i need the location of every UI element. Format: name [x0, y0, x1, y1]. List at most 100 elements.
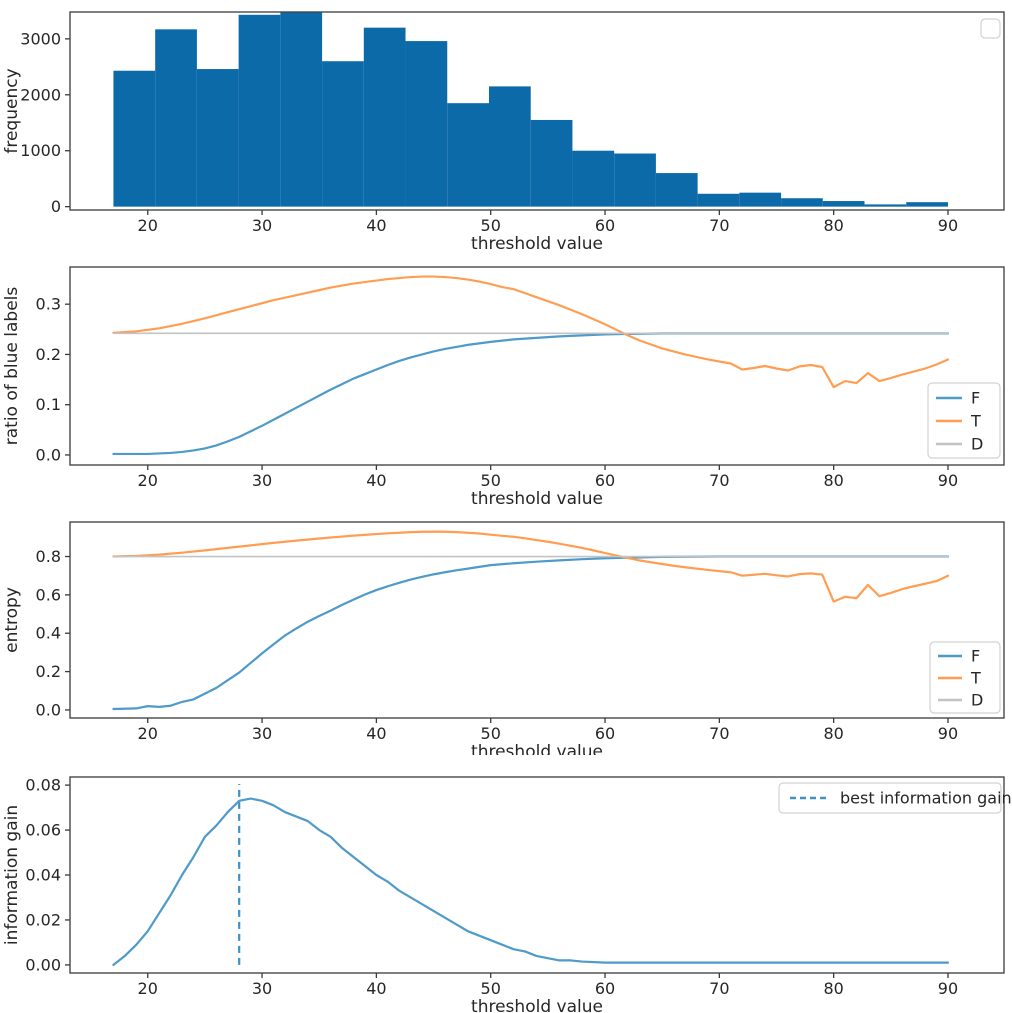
- x-tick-label: 80: [823, 724, 843, 743]
- legend-label: F: [971, 647, 980, 666]
- y-tick-label: 2000: [20, 85, 61, 104]
- y-axis-label: ratio of blue labels: [2, 287, 22, 446]
- y-tick-label: 0.0: [36, 700, 61, 719]
- series-F: [112, 555, 950, 711]
- x-tick-label: 80: [823, 471, 843, 490]
- legend: [980, 18, 1001, 39]
- y-tick-label: 0: [51, 197, 61, 216]
- legend-label: F: [971, 389, 980, 408]
- legend-label: D: [971, 435, 983, 454]
- x-tick-label: 20: [138, 979, 158, 998]
- histogram-bars: [113, 12, 948, 207]
- x-tick-label: 50: [481, 724, 501, 743]
- x-tick-label: 80: [823, 979, 843, 998]
- y-tick-label: 0.8: [36, 547, 61, 566]
- plot-spines: [69, 266, 1005, 466]
- x-tick-label: 90: [938, 724, 958, 743]
- y-tick-label: 1000: [20, 141, 61, 160]
- y-tick-label: 3000: [20, 29, 61, 48]
- histogram-bar: [906, 202, 948, 207]
- histogram-bar: [530, 119, 573, 207]
- y-axis-label: entropy: [2, 587, 22, 653]
- histogram-bar: [447, 103, 489, 207]
- x-axis: 20 30 40 50 60 70 80 90 threshold value: [138, 718, 958, 755]
- x-tick-label: 20: [138, 724, 158, 743]
- histogram-bar: [363, 27, 406, 207]
- x-tick-label: 60: [595, 471, 615, 490]
- y-tick-label: 0.08: [25, 776, 61, 795]
- plot-spines: [69, 11, 1005, 211]
- legend-box: [927, 382, 1001, 459]
- panel-ratio-of-blue-labels: 20 30 40 50 60 70 80 90 threshold value 0.0 0.1 0.2…: [2, 266, 1005, 506]
- y-axis: 0.0 0.1 0.2 0.3 ratio of blue labels: [2, 287, 70, 464]
- x-tick-label: 90: [938, 979, 958, 998]
- y-axis-label: frequency: [2, 68, 22, 153]
- histogram-bar: [655, 173, 698, 207]
- legend-box: [980, 18, 1001, 39]
- x-axis-label: threshold value: [471, 742, 603, 755]
- x-tick-label: 50: [481, 216, 501, 235]
- legend-box: [778, 782, 1002, 814]
- legend: best information gain: [778, 782, 1012, 814]
- legend-label: T: [970, 412, 981, 431]
- y-axis: 0 1000 2000 3000 frequency: [2, 29, 70, 216]
- x-axis: 20 30 40 50 60 70 80 90 threshold value: [138, 210, 958, 253]
- x-tick-label: 30: [252, 471, 272, 490]
- x-tick-label: 30: [252, 216, 272, 235]
- x-tick-label: 90: [938, 471, 958, 490]
- panel-entropy: 20 30 40 50 60 70 80 90 threshold value 0.0 0.2 0.4…: [2, 521, 1005, 755]
- series-information-gain: [112, 797, 950, 967]
- histogram-bar: [864, 204, 907, 207]
- histogram-bar: [822, 201, 865, 207]
- x-tick-label: 50: [481, 979, 501, 998]
- plot-spines: [69, 521, 1005, 719]
- x-tick-label: 60: [595, 724, 615, 743]
- x-tick-label: 20: [138, 471, 158, 490]
- y-tick-label: 0.04: [25, 866, 61, 885]
- y-tick-label: 0.4: [36, 624, 61, 643]
- x-tick-label: 70: [709, 724, 729, 743]
- x-tick-label: 50: [481, 471, 501, 490]
- series-T: [112, 275, 950, 389]
- y-tick-label: 0.0: [36, 445, 61, 464]
- x-tick-label: 70: [709, 216, 729, 235]
- histogram-bar: [697, 193, 740, 207]
- x-tick-label: 80: [823, 216, 843, 235]
- y-tick-label: 0.1: [36, 395, 61, 414]
- y-tick-label: 0.3: [36, 295, 61, 314]
- histogram-bar: [405, 41, 448, 207]
- y-tick-label: 0.6: [36, 585, 61, 604]
- x-tick-label: 60: [595, 216, 615, 235]
- x-tick-label: 70: [709, 471, 729, 490]
- histogram-bar: [280, 12, 323, 207]
- x-tick-label: 40: [366, 724, 386, 743]
- x-tick-label: 30: [252, 724, 272, 743]
- x-tick-label: 70: [709, 979, 729, 998]
- legend-label: best information gain: [840, 789, 1012, 808]
- x-axis: 20 30 40 50 60 70 80 90 threshold value: [138, 465, 958, 506]
- y-tick-label: 0.2: [36, 662, 61, 681]
- y-axis-label: information gain: [2, 805, 22, 945]
- x-tick-label: 40: [366, 216, 386, 235]
- y-axis: 0.0 0.2 0.4 0.6 0.8 entropy: [2, 547, 70, 719]
- x-tick-label: 40: [366, 471, 386, 490]
- histogram-bar: [238, 14, 281, 207]
- series-T: [112, 530, 950, 603]
- series-F: [112, 332, 950, 456]
- histogram-bar: [614, 153, 656, 207]
- y-tick-label: 0.06: [25, 821, 61, 840]
- histogram-bar: [781, 198, 823, 207]
- x-tick-label: 20: [138, 216, 158, 235]
- histogram-bar: [322, 61, 364, 207]
- x-axis-label: threshold value: [471, 997, 603, 1013]
- y-tick-label: 0.00: [25, 955, 61, 974]
- legend: FTD: [929, 641, 1001, 714]
- legend-label: T: [970, 669, 981, 688]
- x-tick-label: 90: [938, 216, 958, 235]
- x-tick-label: 60: [595, 979, 615, 998]
- y-tick-label: 0.2: [36, 345, 61, 364]
- y-tick-label: 0.02: [25, 910, 61, 929]
- x-axis-label: threshold value: [471, 234, 603, 253]
